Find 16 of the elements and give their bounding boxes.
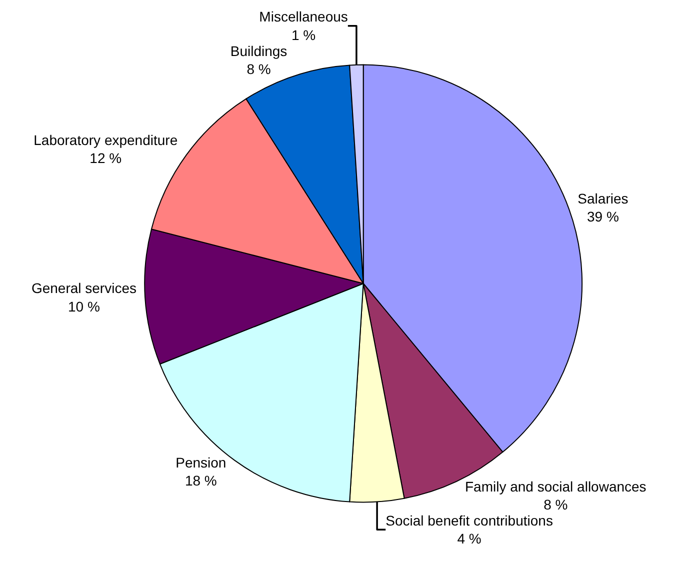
data-label: 18 % — [184, 472, 217, 489]
data-label: 1 % — [291, 26, 316, 43]
slice-label: Laboratory expenditure — [34, 132, 178, 148]
slice-label: Salaries — [578, 190, 628, 206]
data-label: 8 % — [544, 496, 568, 513]
slice-label: Social benefit contributions — [386, 512, 553, 529]
data-label: 12 % — [90, 150, 122, 166]
slice-label: Miscellaneous — [259, 8, 348, 25]
data-label: 10 % — [68, 298, 100, 314]
slice-label: Buildings — [230, 42, 288, 59]
slice-label: Pension — [176, 454, 226, 471]
data-label: 39 % — [587, 208, 619, 225]
slice-label: Family and social allowances — [465, 478, 646, 494]
data-label: 8 % — [246, 61, 271, 78]
data-label: 4 % — [457, 530, 482, 547]
slice-label: General services — [31, 280, 136, 296]
